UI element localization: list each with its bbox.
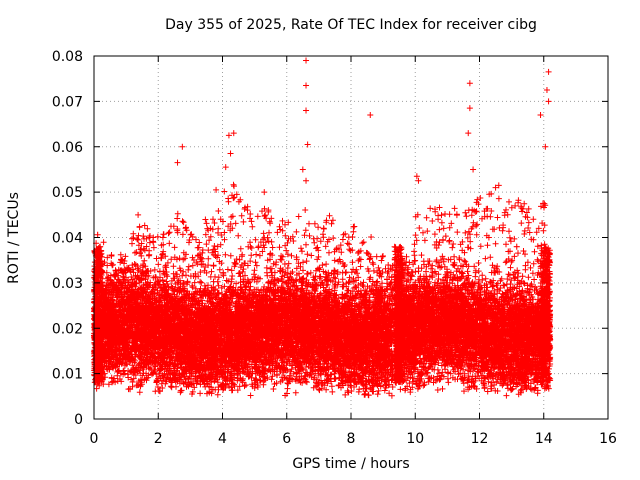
outlier-point	[542, 143, 549, 150]
outlier-point	[545, 98, 552, 105]
y-axis-label: ROTI / TECUs	[6, 192, 22, 284]
outlier-point	[543, 87, 550, 94]
outlier-point	[227, 150, 234, 157]
outlier-point	[413, 173, 420, 180]
outlier-point	[303, 177, 310, 184]
outlier-point	[367, 111, 374, 118]
x-tick-label: 16	[599, 431, 617, 447]
outlier-point	[492, 184, 499, 191]
outlier-point	[174, 159, 181, 166]
y-tick-label: 0.06	[52, 140, 83, 156]
y-tick-label: 0	[74, 412, 83, 428]
y-tick-label: 0.05	[52, 185, 83, 201]
outlier-point	[299, 166, 306, 173]
outlier-points	[174, 57, 552, 196]
outlier-point	[466, 105, 473, 112]
outlier-point	[225, 132, 232, 139]
x-tick-label: 0	[90, 431, 99, 447]
outlier-point	[470, 166, 477, 173]
y-tick-label: 0.01	[52, 367, 83, 383]
y-tick-label: 0.08	[52, 49, 83, 65]
y-tick-label: 0.04	[52, 231, 83, 247]
outlier-point	[230, 130, 237, 137]
outlier-point	[222, 164, 229, 171]
outlier-point	[261, 189, 268, 196]
x-tick-label: 6	[282, 431, 291, 447]
roti-points	[91, 181, 554, 399]
x-tick-label: 8	[347, 431, 356, 447]
y-tick-label: 0.03	[52, 276, 83, 292]
outlier-point	[537, 111, 544, 118]
outlier-point	[213, 186, 220, 193]
outlier-point	[465, 130, 472, 137]
x-tick-label: 10	[406, 431, 424, 447]
chart-title: Day 355 of 2025, Rate Of TEC Index for r…	[165, 17, 537, 33]
outlier-point	[303, 107, 310, 114]
outlier-point	[415, 177, 422, 184]
outlier-point	[545, 68, 552, 75]
outlier-point	[304, 141, 311, 148]
outlier-point	[179, 143, 186, 150]
ticks: 0 2 4 6 8 10 12 14 16 0 0.01 0.02 0.03 0.04 0.05 0.06 0.…	[52, 49, 617, 447]
x-tick-label: 2	[154, 431, 163, 447]
outlier-point	[303, 82, 310, 89]
outlier-point	[495, 182, 502, 189]
x-tick-label: 4	[218, 431, 227, 447]
x-tick-label: 12	[471, 431, 489, 447]
outlier-point	[466, 80, 473, 87]
outlier-point	[303, 57, 310, 64]
y-tick-label: 0.02	[52, 321, 83, 337]
y-tick-label: 0.07	[52, 94, 83, 110]
x-axis-label: GPS time / hours	[292, 456, 410, 472]
x-tick-label: 14	[535, 431, 553, 447]
